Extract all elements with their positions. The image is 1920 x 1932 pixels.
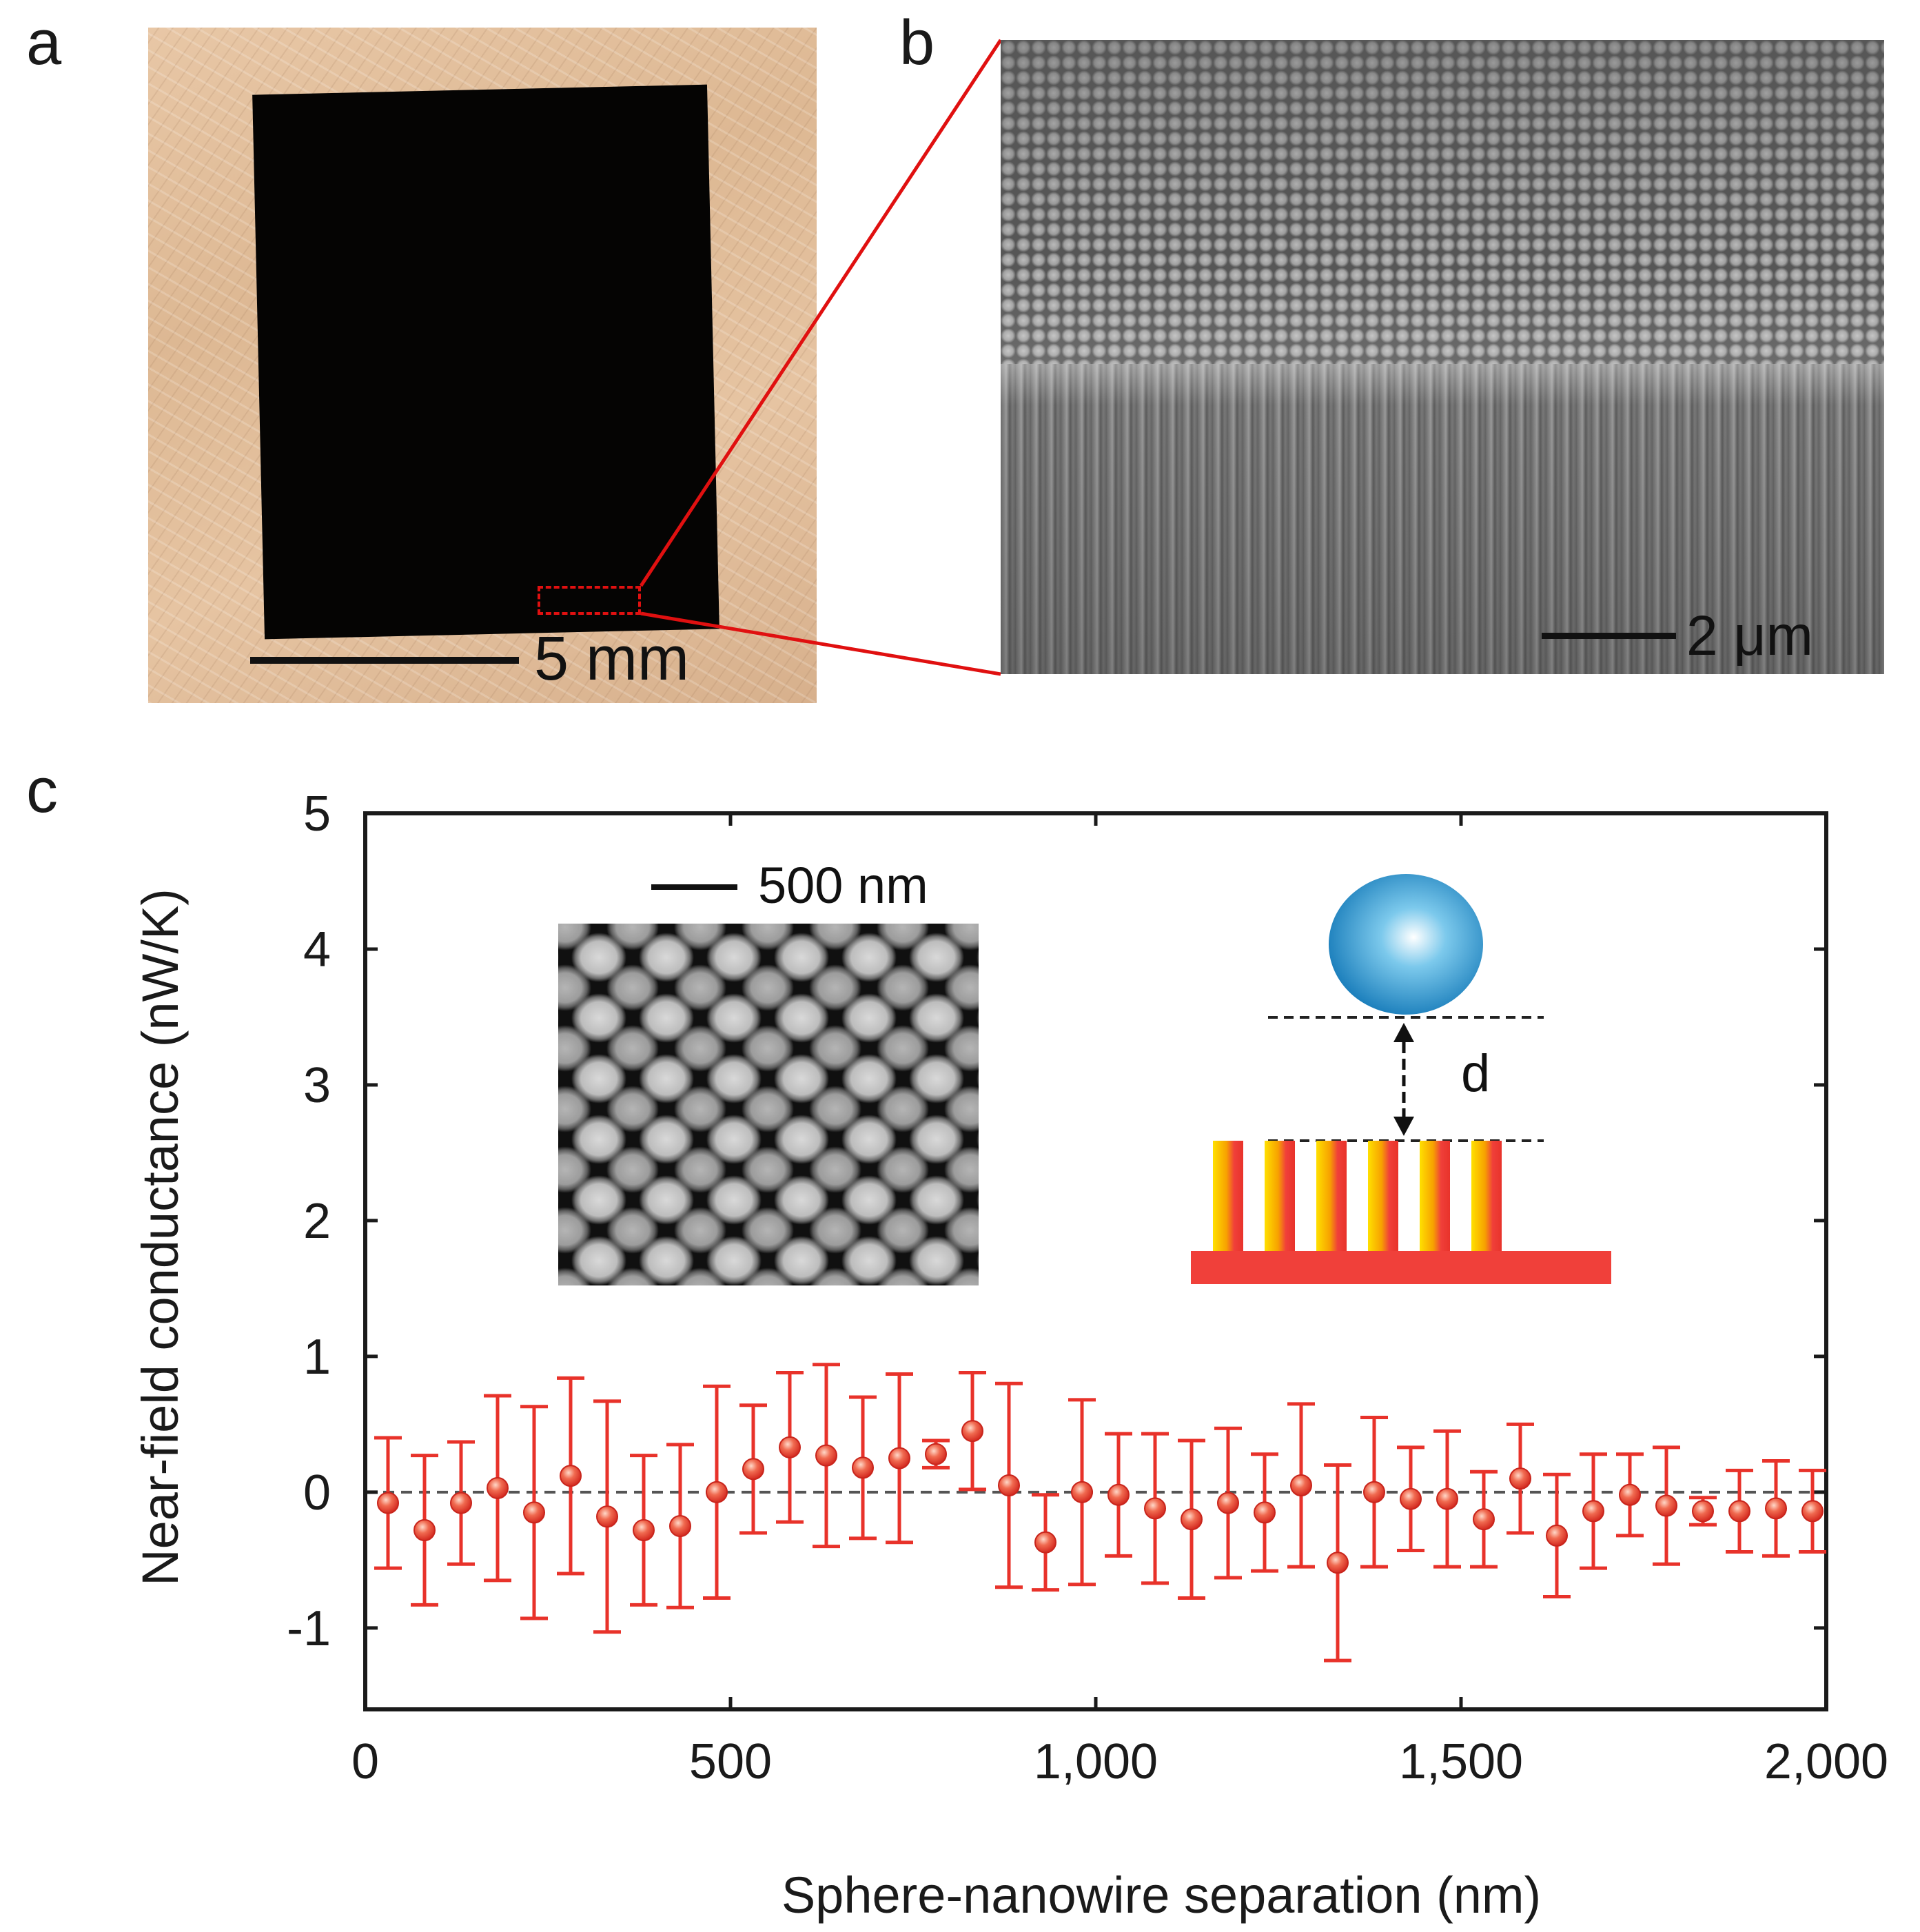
nanowire-3 xyxy=(1316,1141,1347,1252)
data-point xyxy=(633,1519,655,1541)
x-tick-label: 1,000 xyxy=(1034,1734,1158,1789)
data-point xyxy=(961,1420,983,1443)
data-point xyxy=(1034,1531,1056,1554)
data-point xyxy=(560,1465,582,1487)
panel-label-c: c xyxy=(26,755,58,826)
data-point xyxy=(888,1447,910,1470)
data-point xyxy=(487,1476,509,1499)
x-axis-label: Sphere-nanowire separation (nm) xyxy=(782,1867,1541,1924)
data-point xyxy=(1290,1474,1312,1496)
data-point xyxy=(1619,1483,1641,1506)
scale-bar-b xyxy=(1542,633,1676,639)
nanowires xyxy=(1213,1141,1502,1252)
data-point xyxy=(413,1519,436,1541)
y-tick-label: 4 xyxy=(303,922,331,977)
data-point xyxy=(706,1481,728,1503)
nanowire-1 xyxy=(1213,1141,1243,1252)
data-point xyxy=(852,1456,874,1479)
y-tick-label: 1 xyxy=(303,1330,331,1385)
data-point xyxy=(1363,1481,1385,1503)
panel-a-photo: 5 mm xyxy=(148,28,817,703)
data-point xyxy=(1546,1524,1568,1547)
data-point xyxy=(596,1505,618,1528)
data-point xyxy=(1473,1508,1495,1531)
data-point xyxy=(815,1444,837,1467)
schematic-sphere-nanowires: d xyxy=(1191,874,1611,1284)
panel-label-b: b xyxy=(899,8,935,78)
panel-label-a: a xyxy=(26,8,62,78)
data-point xyxy=(1509,1467,1531,1490)
scale-bar-b-label: 2 μm xyxy=(1686,604,1813,667)
y-tick-label: -1 xyxy=(287,1601,331,1656)
inset-sem-top-view xyxy=(558,924,979,1285)
data-point xyxy=(1728,1500,1750,1523)
nanowire-5 xyxy=(1420,1141,1450,1252)
data-point xyxy=(1436,1487,1458,1510)
data-point xyxy=(998,1474,1020,1496)
data-point xyxy=(1181,1508,1203,1531)
data-point xyxy=(377,1492,399,1514)
data-point xyxy=(1400,1487,1422,1510)
inset-scale-bar xyxy=(651,884,737,890)
data-point xyxy=(1217,1492,1239,1514)
data-point xyxy=(1655,1494,1677,1517)
panel-b-sem-image: 2 μm xyxy=(1001,40,1884,674)
zoom-line-top xyxy=(639,39,1003,587)
scale-bar-a xyxy=(250,657,519,664)
nanowire-sidewall-shading xyxy=(1001,364,1884,674)
zoom-line-bottom xyxy=(640,611,1001,676)
nanowire-tips-texture xyxy=(1001,40,1884,364)
data-point xyxy=(523,1501,545,1524)
y-tick-label: 2 xyxy=(303,1194,331,1249)
data-point xyxy=(450,1492,472,1514)
data-point xyxy=(1801,1500,1824,1523)
substrate xyxy=(1191,1251,1611,1284)
data-point xyxy=(1107,1483,1130,1506)
gap-arrow-up-head xyxy=(1393,1023,1414,1042)
nanowire-2 xyxy=(1265,1141,1295,1252)
x-tick-label: 500 xyxy=(689,1734,772,1789)
y-tick-label: 5 xyxy=(303,786,331,842)
data-point xyxy=(1765,1497,1787,1520)
data-point xyxy=(742,1458,764,1481)
x-tick-label: 0 xyxy=(351,1734,379,1789)
x-tick-label: 2,000 xyxy=(1764,1734,1888,1789)
data-point xyxy=(669,1515,691,1538)
nanowire-6 xyxy=(1471,1141,1502,1252)
gap-arrow-down-head xyxy=(1393,1117,1414,1136)
data-point xyxy=(1327,1552,1349,1574)
y-axis-label: Near-field conductance (nW/K) xyxy=(132,888,189,1586)
inset-scale-bar-label: 500 nm xyxy=(758,857,928,914)
data-point xyxy=(925,1443,947,1465)
data-point xyxy=(779,1436,801,1458)
gap-label: d xyxy=(1461,1044,1490,1103)
data-point xyxy=(1692,1500,1714,1523)
inset-nanowire-texture xyxy=(558,924,979,1285)
zoom-region-box xyxy=(538,586,641,615)
sphere xyxy=(1329,874,1483,1015)
data-point xyxy=(1144,1497,1166,1520)
data-point xyxy=(1254,1501,1276,1524)
y-tick-label: 0 xyxy=(303,1465,331,1521)
scale-bar-a-label: 5 mm xyxy=(534,624,689,693)
x-tick-label: 1,500 xyxy=(1399,1734,1523,1789)
data-point xyxy=(1582,1500,1604,1523)
y-tick-label: 3 xyxy=(303,1058,331,1113)
data-point xyxy=(1071,1481,1093,1503)
sem-shading xyxy=(1001,40,1884,364)
nanowire-4 xyxy=(1368,1141,1398,1252)
